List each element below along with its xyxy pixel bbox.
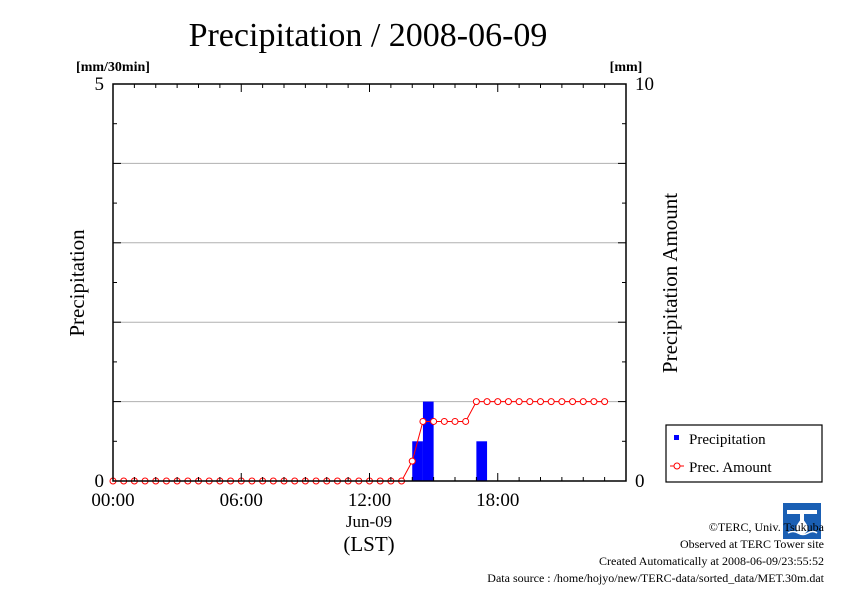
x-tick-label: 06:00 <box>220 490 263 511</box>
plot-frame <box>112 83 627 482</box>
footer-copyright: ©TERC, Univ. Tsukuba <box>708 520 824 534</box>
amount-point <box>590 398 598 406</box>
legend-precipitation-marker <box>674 435 679 440</box>
amount-point <box>601 398 609 406</box>
amount-point <box>515 398 523 406</box>
grid-lines <box>113 162 626 403</box>
legend-amount-marker <box>673 462 681 470</box>
amount-point <box>483 398 491 406</box>
y-tick-label-right: 10 <box>635 74 654 95</box>
footer-created: Created Automatically at 2008-06-09/23:5… <box>599 554 824 568</box>
amount-point <box>462 417 470 425</box>
right-axis-label: Precipitation Amount <box>658 193 682 373</box>
y-tick-label-left: 0 <box>95 471 105 492</box>
x-axis-label: (LST) <box>343 532 394 556</box>
amount-point <box>504 398 512 406</box>
amount-point <box>526 398 534 406</box>
precipitation-bar <box>422 401 434 481</box>
amount-line <box>109 398 609 485</box>
amount-point <box>440 417 448 425</box>
amount-point <box>472 398 480 406</box>
amount-point <box>430 417 438 425</box>
legend-amount: Prec. Amount <box>689 460 772 476</box>
left-unit-label: [mm/30min] <box>76 60 150 75</box>
x-tick-label: 12:00 <box>348 490 391 511</box>
amount-point <box>494 398 502 406</box>
amount-point <box>408 457 416 465</box>
amount-point <box>537 398 544 406</box>
footer-observed: Observed at TERC Tower site <box>679 537 824 551</box>
precipitation-bar <box>476 441 488 481</box>
terc-logo <box>783 503 821 539</box>
right-unit-label: [mm] <box>610 60 643 75</box>
chart-title: Precipitation / 2008-06-09 <box>189 17 548 54</box>
amount-point <box>451 417 459 425</box>
terc-logo-icon <box>783 503 821 539</box>
footer-source: Data source : /home/hojyo/new/TERC-data/… <box>487 571 824 585</box>
x-date-label: Jun-09 <box>346 512 392 531</box>
precipitation-bar <box>412 441 423 481</box>
precipitation-bars <box>412 401 488 481</box>
amount-point <box>547 398 555 406</box>
legend: Precipitation Prec. Amount <box>665 424 823 483</box>
y-tick-label-left: 5 <box>95 74 105 95</box>
axis-ticks: 00:00 06:00 12:00 18:00 0 5 0 10 <box>91 74 654 511</box>
left-axis-label: Precipitation <box>65 229 89 337</box>
amount-point <box>558 398 566 406</box>
amount-point <box>419 417 427 425</box>
x-tick-label: 00:00 <box>91 490 134 511</box>
amount-series-line <box>113 401 605 482</box>
amount-point <box>569 398 577 406</box>
legend-box <box>665 424 823 483</box>
legend-precipitation: Precipitation <box>689 432 766 448</box>
amount-point <box>579 398 587 406</box>
y-tick-label-right: 0 <box>635 471 645 492</box>
x-tick-label: 18:00 <box>476 490 519 511</box>
